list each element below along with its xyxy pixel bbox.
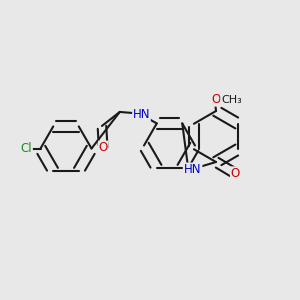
Text: Cl: Cl bbox=[21, 142, 32, 155]
Text: O: O bbox=[230, 167, 240, 180]
Text: O: O bbox=[99, 141, 108, 154]
Text: CH₃: CH₃ bbox=[221, 94, 242, 104]
Text: HN: HN bbox=[133, 108, 150, 121]
Text: O: O bbox=[212, 93, 220, 106]
Text: HN: HN bbox=[184, 163, 202, 176]
